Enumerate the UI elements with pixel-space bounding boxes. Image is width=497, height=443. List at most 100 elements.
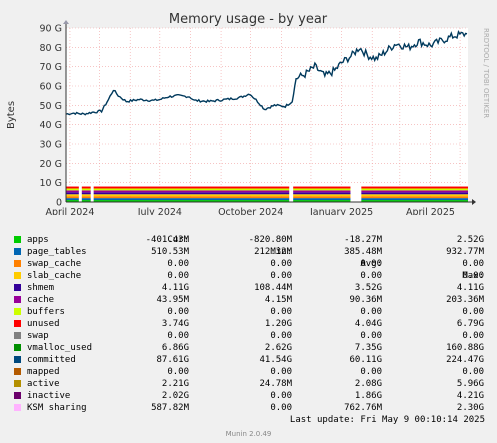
legend-avg: 0.00 xyxy=(360,307,382,317)
legend-cur: 0.00 xyxy=(167,331,189,341)
data-gap xyxy=(78,185,82,202)
legend-max: 0.00 xyxy=(462,307,484,317)
legend-row-buffers: buffers 0.00 0.00 0.00 0.00 xyxy=(14,306,484,318)
legend-swatch xyxy=(14,248,21,255)
header-avg: Avg: xyxy=(360,259,382,269)
committed-line xyxy=(65,30,468,116)
legend-row-swap_cache: swap_cache 0.00 0.00 0.00 0.00 xyxy=(14,258,484,270)
stack-band xyxy=(66,186,468,189)
legend-label: shmem xyxy=(27,283,55,293)
legend-cur: 4.11G xyxy=(161,283,189,293)
legend-min: 212.32M xyxy=(254,247,292,257)
legend-avg: 2.08G xyxy=(354,379,382,389)
y-tick-label: 40 G xyxy=(40,120,62,131)
stack-band xyxy=(66,190,468,193)
legend-avg: 1.86G xyxy=(354,391,382,401)
x-tick-label: January 2025 xyxy=(309,207,373,215)
legend-cur: 87.61G xyxy=(156,355,189,365)
legend-avg: 385.48M xyxy=(344,247,382,257)
legend-row-cache: cache 43.95M 4.15M 90.36M 203.36M xyxy=(14,294,484,306)
legend-cur: 43.95M xyxy=(156,295,189,305)
legend-max: 2.52G xyxy=(456,235,484,245)
legend-header: Cur: Min: Avg: Max: xyxy=(14,222,484,281)
legend-cur: 2.02G xyxy=(161,391,189,401)
stack-band xyxy=(66,198,468,201)
y-tick-label: 50 G xyxy=(40,101,62,112)
legend-min: 0.00 xyxy=(270,307,292,317)
legend-label: mapped xyxy=(27,367,60,377)
legend-avg: 7.35G xyxy=(354,343,382,353)
x-tick-label: October 2024 xyxy=(218,207,283,215)
legend-label: KSM sharing xyxy=(27,403,87,413)
legend-swatch xyxy=(14,332,21,339)
legend-min: 0.00 xyxy=(270,331,292,341)
legend-label: apps xyxy=(27,235,49,245)
legend-cur: 6.86G xyxy=(161,343,189,353)
legend-row-ksm-sharing: KSM sharing 587.82M 0.00 762.76M 2.30G xyxy=(14,402,484,414)
x-tick-label: April 2025 xyxy=(406,207,455,215)
legend-label: vmalloc_used xyxy=(27,343,93,353)
legend-max: 0.00 xyxy=(462,271,484,281)
legend-min: 0.00 xyxy=(270,391,292,401)
legend-row-slab_cache: slab_cache 0.00 0.00 0.00 0.00 xyxy=(14,270,484,282)
legend-swatch xyxy=(14,368,21,375)
legend-row-mapped: mapped 0.00 0.00 0.00 0.00 xyxy=(14,366,484,378)
legend-label: active xyxy=(27,379,60,389)
legend-max: 2.30G xyxy=(456,403,484,413)
last-update: Last update: Fri May 9 00:10:14 2025 xyxy=(289,415,485,425)
legend-swatch xyxy=(14,308,21,315)
munin-version: Munin 2.0.49 xyxy=(225,430,272,438)
legend-row-shmem: shmem 4.11G 108.44M 3.52G 4.11G xyxy=(14,282,484,294)
legend-avg: 0.00 xyxy=(360,259,382,269)
legend-avg: 0.00 xyxy=(360,331,382,341)
legend-row-swap: swap 0.00 0.00 0.00 0.00 xyxy=(14,330,484,342)
legend-row-page_tables: page_tables 510.53M 212.32M 385.48M 932.77M xyxy=(14,246,484,258)
legend-avg: 60.11G xyxy=(349,355,382,365)
legend-label: swap_cache xyxy=(27,259,82,269)
stack-band xyxy=(66,194,468,197)
y-tick-label: 70 G xyxy=(40,62,62,73)
legend-min: 41.54G xyxy=(259,355,292,365)
legend-avg: 3.52G xyxy=(354,283,382,293)
legend-cur: 0.00 xyxy=(167,307,189,317)
legend-min: 24.78M xyxy=(259,379,292,389)
legend-min: 0.00 xyxy=(270,403,292,413)
legend-avg: 90.36M xyxy=(349,295,382,305)
rrdtool-label: RRDTOOL / TOBI OETIKER xyxy=(482,28,490,118)
stack-band xyxy=(66,196,468,199)
legend-cur: 0.00 xyxy=(167,271,189,281)
legend-label: committed xyxy=(27,355,76,365)
legend-swatch xyxy=(14,356,21,363)
legend-cur: 510.53M xyxy=(151,247,189,257)
header-cur: Cur: xyxy=(167,235,189,245)
legend-swatch xyxy=(14,320,21,327)
legend-avg: -18.27M xyxy=(344,235,382,245)
legend-swatch xyxy=(14,380,21,387)
legend-row-unused: unused 3.74G 1.20G 4.04G 6.79G xyxy=(14,318,484,330)
y-tick-label: 20 G xyxy=(40,159,62,170)
legend-swatch xyxy=(14,404,21,411)
legend-cur: -401.43M xyxy=(145,235,189,245)
legend-avg: 4.04G xyxy=(354,319,382,329)
x-tick-label: July 2024 xyxy=(137,207,182,215)
y-tick-label: 90 G xyxy=(40,24,62,35)
data-gap xyxy=(350,185,362,202)
y-tick-label: 80 G xyxy=(40,43,62,54)
memory-chart: Memory usage - by year Bytes RRDTOOL / TOB… xyxy=(6,12,490,215)
legend-min: 1.20G xyxy=(264,319,292,329)
legend-avg: 0.00 xyxy=(360,271,382,281)
legend-max: 0.00 xyxy=(462,331,484,341)
legend-max: 4.11G xyxy=(456,283,484,293)
stack-band xyxy=(66,192,468,195)
legend-swatch xyxy=(14,272,21,279)
legend-swatch xyxy=(14,260,21,267)
legend-label: slab_cache xyxy=(27,271,82,281)
chart-title: Memory usage - by year xyxy=(169,12,328,27)
data-gap xyxy=(90,185,94,202)
legend-row-committed: committed 87.61G 41.54G 60.11G 224.47G xyxy=(14,354,484,366)
y-tick-label: 30 G xyxy=(40,140,62,151)
legend-avg: 0.00 xyxy=(360,367,382,377)
legend-swatch xyxy=(14,236,21,243)
legend-swatch xyxy=(14,344,21,351)
legend-row-active: active 2.21G 24.78M 2.08G 5.96G xyxy=(14,378,484,390)
